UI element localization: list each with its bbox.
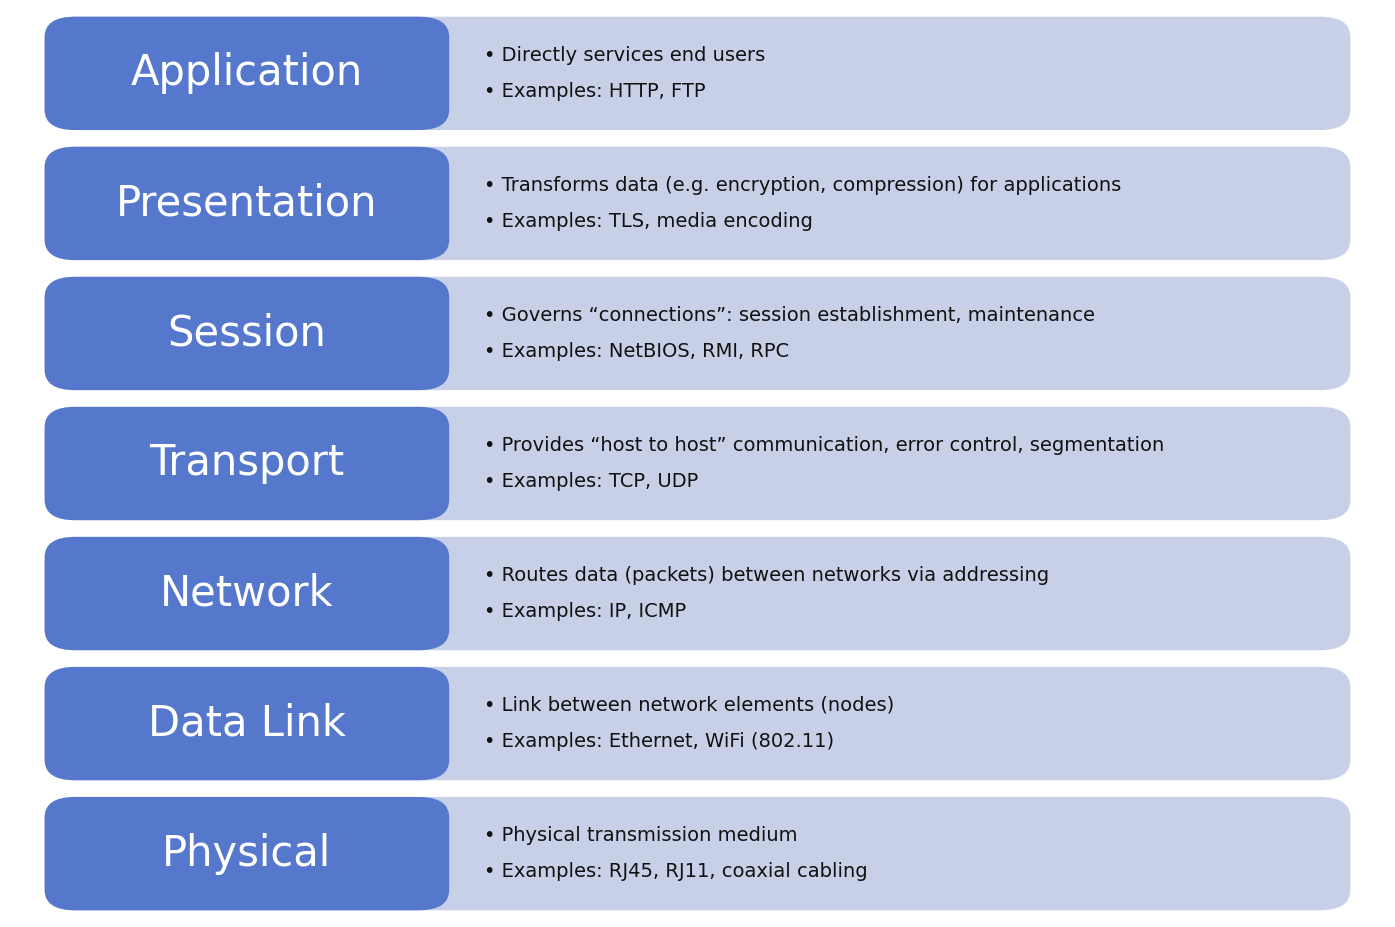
Text: Physical: Physical	[162, 832, 332, 875]
Text: • Routes data (packets) between networks via addressing: • Routes data (packets) between networks…	[484, 565, 1049, 585]
Text: • Examples: NetBIOS, RMI, RPC: • Examples: NetBIOS, RMI, RPC	[484, 342, 790, 362]
FancyBboxPatch shape	[45, 537, 449, 650]
Text: Session: Session	[167, 312, 326, 354]
FancyBboxPatch shape	[45, 797, 1350, 910]
Text: • Link between network elements (nodes): • Link between network elements (nodes)	[484, 696, 894, 715]
FancyBboxPatch shape	[45, 17, 449, 130]
Text: Network: Network	[160, 573, 333, 615]
FancyBboxPatch shape	[45, 277, 1350, 390]
FancyBboxPatch shape	[45, 407, 1350, 520]
Text: • Physical transmission medium: • Physical transmission medium	[484, 826, 798, 845]
FancyBboxPatch shape	[45, 537, 1350, 650]
Text: Data Link: Data Link	[148, 703, 346, 744]
Text: • Directly services end users: • Directly services end users	[484, 45, 766, 65]
Text: Transport: Transport	[149, 442, 345, 485]
Text: • Examples: Ethernet, WiFi (802.11): • Examples: Ethernet, WiFi (802.11)	[484, 732, 834, 751]
FancyBboxPatch shape	[45, 146, 1350, 260]
Text: Application: Application	[131, 52, 363, 95]
Text: • Examples: TLS, media encoding: • Examples: TLS, media encoding	[484, 212, 813, 231]
FancyBboxPatch shape	[45, 17, 1350, 130]
Text: • Transforms data (e.g. encryption, compression) for applications: • Transforms data (e.g. encryption, comp…	[484, 176, 1122, 195]
Text: • Examples: RJ45, RJ11, coaxial cabling: • Examples: RJ45, RJ11, coaxial cabling	[484, 862, 868, 882]
FancyBboxPatch shape	[45, 146, 449, 260]
Text: • Examples: HTTP, FTP: • Examples: HTTP, FTP	[484, 82, 706, 101]
FancyBboxPatch shape	[45, 667, 1350, 781]
FancyBboxPatch shape	[45, 797, 449, 910]
Text: • Provides “host to host” communication, error control, segmentation: • Provides “host to host” communication,…	[484, 436, 1165, 455]
FancyBboxPatch shape	[45, 277, 449, 390]
Text: Presentation: Presentation	[116, 183, 378, 224]
Text: • Examples: IP, ICMP: • Examples: IP, ICMP	[484, 603, 686, 621]
Text: • Examples: TCP, UDP: • Examples: TCP, UDP	[484, 472, 699, 491]
FancyBboxPatch shape	[45, 407, 449, 520]
FancyBboxPatch shape	[45, 667, 449, 781]
Text: • Governs “connections”: session establishment, maintenance: • Governs “connections”: session establi…	[484, 306, 1095, 324]
